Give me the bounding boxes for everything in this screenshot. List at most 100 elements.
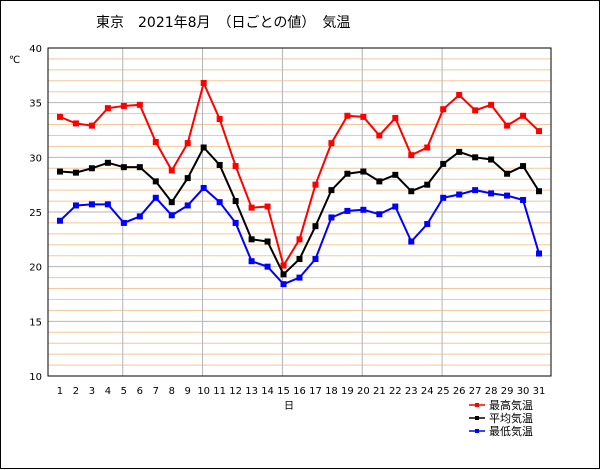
x-tick-label: 16 <box>293 386 306 397</box>
series-0 <box>56 79 543 269</box>
x-tick-label: 27 <box>469 386 482 397</box>
x-tick-label: 3 <box>89 386 95 397</box>
data-point <box>56 217 63 224</box>
data-point <box>488 101 495 108</box>
data-point <box>56 113 63 120</box>
data-point <box>376 178 383 185</box>
data-point <box>328 140 335 147</box>
x-axis-label: 日 <box>284 401 294 412</box>
data-point <box>136 213 143 220</box>
data-point <box>72 120 79 127</box>
x-tick-label: 15 <box>277 386 290 397</box>
data-point <box>392 203 399 210</box>
data-point <box>440 106 447 113</box>
data-point <box>344 170 351 177</box>
data-point <box>248 236 255 243</box>
data-point <box>344 207 351 214</box>
x-tick-label: 20 <box>357 386 370 397</box>
x-tick-label: 18 <box>325 386 338 397</box>
x-tick-label: 24 <box>421 386 434 397</box>
x-tick-label: 11 <box>213 386 226 397</box>
series-1 <box>56 144 543 278</box>
x-tick-label: 30 <box>517 386 530 397</box>
data-point <box>504 122 511 129</box>
data-point <box>312 181 319 188</box>
data-point <box>328 214 335 221</box>
x-tick-label: 10 <box>197 386 210 397</box>
data-point <box>248 204 255 211</box>
x-tick-label: 23 <box>405 386 418 397</box>
data-point <box>376 211 383 218</box>
data-point <box>168 199 175 206</box>
data-point <box>392 171 399 178</box>
data-point <box>184 202 191 209</box>
data-point <box>264 263 271 270</box>
data-point <box>104 201 111 208</box>
data-point <box>264 203 271 210</box>
data-point <box>72 169 79 176</box>
series-2 <box>56 184 543 288</box>
x-tick-label: 13 <box>245 386 258 397</box>
x-tick-label: 7 <box>153 386 159 397</box>
x-tick-label: 6 <box>137 386 143 397</box>
x-tick-label: 22 <box>389 386 402 397</box>
x-tick-label: 19 <box>341 386 354 397</box>
data-point <box>296 256 303 263</box>
data-point <box>424 144 431 151</box>
data-point <box>456 92 463 99</box>
data-point <box>184 175 191 182</box>
data-point <box>424 221 431 228</box>
data-point <box>536 250 543 257</box>
data-point <box>344 112 351 119</box>
chart-title: 東京 2021年8月 （日ごとの値） 気温 <box>96 15 350 31</box>
data-point <box>264 238 271 245</box>
y-tick-label: 15 <box>29 317 42 328</box>
data-point <box>200 144 207 151</box>
data-point <box>136 164 143 171</box>
legend-item: 平均気温 <box>469 411 533 425</box>
data-point <box>408 152 415 159</box>
legend-label: 最高気温 <box>489 398 533 412</box>
data-point <box>360 206 367 213</box>
data-point <box>360 113 367 120</box>
x-tick-label: 17 <box>309 386 322 397</box>
data-point <box>120 219 127 226</box>
data-point <box>88 122 95 129</box>
data-point <box>168 212 175 219</box>
y-tick-label: 30 <box>29 153 42 164</box>
data-point <box>520 112 527 119</box>
legend-label: 最低気温 <box>489 424 533 438</box>
data-point <box>536 188 543 195</box>
data-point <box>488 156 495 163</box>
data-point <box>168 167 175 174</box>
data-point <box>296 236 303 243</box>
legend-label: 平均気温 <box>489 411 533 425</box>
data-point <box>472 187 479 194</box>
legend-item: 最低気温 <box>469 424 533 438</box>
data-point <box>120 164 127 171</box>
x-tick-label: 5 <box>121 386 127 397</box>
x-tick-label: 1 <box>57 386 63 397</box>
y-tick-label: 20 <box>29 263 42 274</box>
data-point <box>440 194 447 201</box>
legend-swatch-marker <box>475 416 479 420</box>
data-point <box>328 187 335 194</box>
data-point <box>216 199 223 206</box>
data-point <box>280 281 287 288</box>
x-tick-label: 4 <box>105 386 111 397</box>
x-tick-label: 31 <box>533 386 546 397</box>
y-axis-unit: ℃ <box>9 55 20 66</box>
data-point <box>440 160 447 167</box>
y-tick-label: 40 <box>29 44 42 55</box>
x-tick-label: 26 <box>453 386 466 397</box>
data-point <box>280 271 287 278</box>
x-tick-label: 14 <box>261 386 274 397</box>
legend-swatch-marker <box>475 403 479 407</box>
y-tick-label: 10 <box>29 372 42 383</box>
data-point <box>376 132 383 139</box>
data-point <box>120 102 127 109</box>
x-tick-label: 9 <box>185 386 191 397</box>
